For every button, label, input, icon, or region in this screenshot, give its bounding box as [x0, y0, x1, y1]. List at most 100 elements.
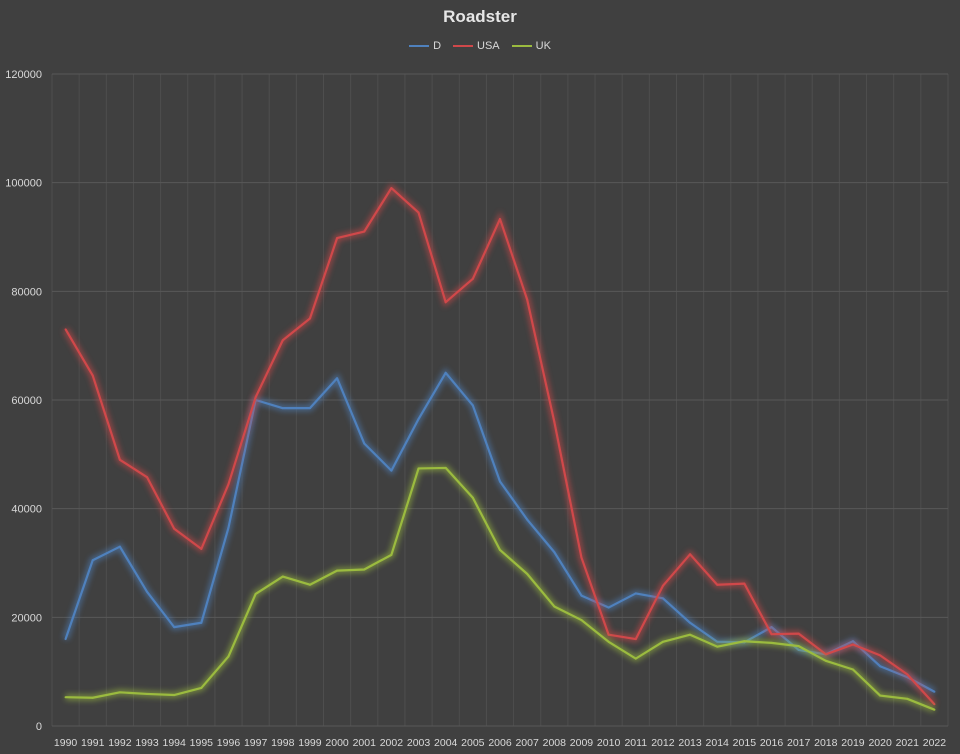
- data-point-d: [689, 621, 692, 624]
- x-tick-label: 2016: [760, 737, 784, 749]
- data-point-uk: [743, 640, 746, 643]
- data-point-uk: [146, 692, 149, 695]
- series-glow-d: [62, 367, 936, 695]
- x-tick-label: 2012: [651, 737, 675, 749]
- data-point-uk: [634, 657, 637, 660]
- data-point-usa: [553, 420, 556, 423]
- data-point-usa: [634, 638, 637, 641]
- data-point-uk: [770, 641, 773, 644]
- data-point-usa: [336, 237, 339, 240]
- data-point-uk: [824, 659, 827, 662]
- x-tick-label: 1994: [163, 737, 187, 749]
- y-tick-label: 40000: [11, 504, 42, 516]
- x-tick-label: 2011: [624, 737, 647, 749]
- data-point-d: [227, 526, 230, 529]
- x-tick-label: 2007: [515, 737, 539, 749]
- x-tick-label: 2014: [706, 737, 730, 749]
- legend-label-uk: UK: [535, 40, 551, 52]
- data-point-d: [390, 469, 393, 472]
- data-point-uk: [553, 605, 556, 608]
- legend-swatch-d: [409, 45, 430, 47]
- x-tick-label: 2003: [407, 737, 431, 749]
- x-tick-label: 2008: [543, 737, 567, 749]
- legend-swatch-usa: [453, 45, 474, 47]
- data-point-uk: [173, 694, 176, 697]
- data-point-d: [444, 371, 447, 374]
- x-tick-label: 1998: [271, 737, 295, 749]
- x-tick-label: 2001: [353, 737, 377, 749]
- data-point-uk: [336, 569, 339, 572]
- data-point-d: [634, 592, 637, 595]
- x-tick-label: 1996: [217, 737, 241, 749]
- data-point-uk: [417, 467, 420, 470]
- x-tick-label: 2019: [841, 737, 865, 749]
- x-tick-label: 2013: [678, 737, 702, 749]
- legend-swatch-uk: [511, 45, 532, 47]
- data-point-d: [580, 594, 583, 597]
- data-point-d: [661, 597, 664, 600]
- data-point-uk: [499, 548, 501, 551]
- data-point-uk: [526, 572, 529, 575]
- data-point-usa: [716, 583, 719, 586]
- data-point-uk: [254, 592, 257, 595]
- data-point-d: [471, 404, 474, 407]
- series-glow-usa: [62, 183, 937, 707]
- data-point-d: [64, 638, 67, 641]
- data-point-usa: [607, 633, 610, 636]
- x-tick-label: 2009: [570, 737, 594, 749]
- x-tick-label: 1993: [135, 737, 159, 749]
- x-tick-label: 1991: [81, 737, 105, 749]
- data-point-usa: [851, 643, 854, 646]
- data-point-d: [553, 551, 556, 554]
- legend-label-d: D: [433, 40, 442, 52]
- data-point-usa: [200, 547, 203, 550]
- data-point-d: [308, 407, 311, 410]
- data-point-d: [281, 407, 284, 410]
- x-tick-label: 1999: [298, 737, 322, 749]
- y-tick-label: 100000: [5, 178, 42, 190]
- x-tick-label: 1992: [108, 737, 132, 749]
- data-point-uk: [607, 640, 610, 643]
- data-point-d: [526, 518, 529, 521]
- data-point-usa: [879, 654, 882, 657]
- data-point-uk: [716, 645, 719, 648]
- x-tick-label: 2004: [434, 737, 458, 749]
- y-tick-label: 20000: [11, 612, 42, 624]
- data-point-usa: [689, 553, 692, 556]
- series-line-uk: [65, 466, 935, 711]
- legend: D USA UK: [0, 40, 960, 52]
- data-point-usa: [471, 277, 474, 280]
- data-point-usa: [580, 556, 583, 559]
- data-point-usa: [281, 339, 284, 342]
- data-point-usa: [444, 301, 447, 304]
- data-point-usa: [254, 396, 257, 399]
- data-point-uk: [471, 496, 474, 499]
- legend-item-usa[interactable]: USA: [453, 40, 500, 52]
- legend-item-uk[interactable]: UK: [511, 40, 551, 52]
- data-point-uk: [906, 697, 909, 700]
- data-point-usa: [363, 230, 366, 233]
- data-point-usa: [906, 673, 909, 676]
- data-point-uk: [308, 583, 311, 586]
- data-point-uk: [444, 466, 447, 469]
- data-point-d: [146, 590, 149, 593]
- data-point-uk: [390, 553, 393, 556]
- data-point-d: [118, 545, 121, 548]
- data-point-usa: [227, 483, 230, 486]
- x-tick-label: 2022: [923, 737, 947, 749]
- legend-item-d[interactable]: D: [409, 40, 441, 52]
- data-point-d: [716, 640, 719, 643]
- data-point-usa: [173, 527, 176, 530]
- y-tick-label: 80000: [11, 286, 42, 298]
- x-tick-label: 2002: [380, 737, 404, 749]
- data-point-uk: [363, 568, 366, 571]
- data-point-usa: [770, 633, 773, 636]
- series-line-usa: [64, 187, 936, 706]
- data-point-d: [200, 621, 203, 624]
- series-glow-uk: [65, 464, 936, 713]
- data-point-usa: [146, 476, 149, 479]
- x-tick-label: 2021: [896, 737, 920, 749]
- x-tick-label: 2005: [461, 737, 485, 749]
- data-point-uk: [933, 708, 936, 711]
- x-tick-label: 1995: [190, 737, 214, 749]
